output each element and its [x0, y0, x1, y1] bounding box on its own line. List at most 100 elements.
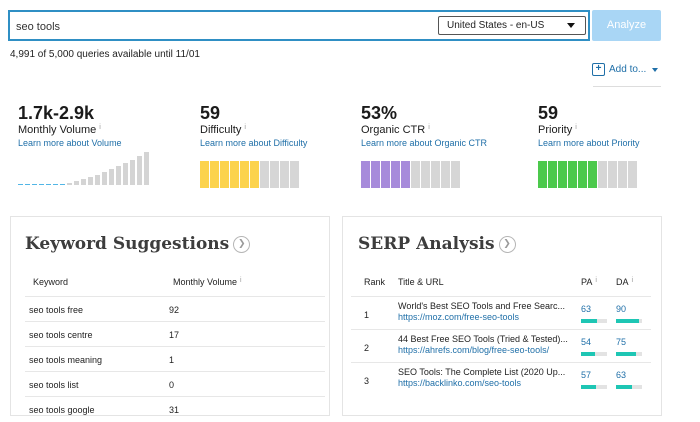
- serp-analysis-panel: SERP Analysis ❯ Rank Title & URL PA i DA i…: [342, 216, 662, 416]
- keyword-text: seo tools list: [29, 380, 79, 390]
- keyword-text: seo tools free: [29, 305, 84, 315]
- meter-segment: [250, 161, 259, 188]
- serp-pa-value: 57: [581, 370, 592, 380]
- ctr-value: 53%: [361, 103, 398, 123]
- sparkline-bar: [74, 181, 79, 185]
- serp-result-url[interactable]: https://backlinko.com/seo-tools: [398, 378, 522, 388]
- meter-segment: [598, 161, 607, 188]
- sparkline-bar: [25, 184, 30, 185]
- difficulty-value: 59: [200, 103, 221, 123]
- metric-ctr: 53% Organic CTR i Learn more about Organi…: [361, 103, 487, 148]
- metric-difficulty: 59 Difficulty i Learn more about Difficul…: [200, 103, 307, 148]
- sparkline-bar: [81, 179, 86, 185]
- info-icon[interactable]: i: [575, 124, 577, 131]
- search-input[interactable]: [16, 18, 416, 36]
- ctr-learn-link[interactable]: Learn more about Organic CTR: [361, 138, 488, 148]
- meter-segment: [421, 161, 430, 188]
- meter-segment: [568, 161, 577, 188]
- serp-analysis-title[interactable]: SERP Analysis ❯: [358, 234, 516, 254]
- serp-row: 1 World's Best SEO Tools and Free Searc..…: [351, 296, 651, 330]
- col-monthly-volume-text: Monthly Volume: [173, 277, 238, 287]
- meter-segment: [588, 161, 597, 188]
- sparkline-bar: [18, 184, 23, 185]
- info-icon[interactable]: i: [244, 124, 246, 131]
- da-bar: [616, 319, 642, 323]
- serp-da-value: 63: [616, 370, 627, 380]
- volume-learn-link[interactable]: Learn more about Volume: [18, 138, 122, 148]
- locale-select[interactable]: United States - en-US: [438, 16, 586, 35]
- metric-volume: 1.7k-2.9k Monthly Volume i Learn more abo…: [18, 103, 122, 148]
- keyword-text: seo tools centre: [29, 330, 93, 340]
- quota-text: 4,991 of 5,000 queries available until 1…: [10, 49, 200, 60]
- col-da-text: DA: [616, 277, 629, 287]
- pa-bar: [581, 319, 607, 323]
- pa-bar: [581, 352, 607, 356]
- sparkline-bar: [130, 160, 135, 185]
- keyword-suggestions-panel: Keyword Suggestions ❯ Keyword Monthly Vo…: [10, 216, 330, 416]
- meter-segment: [381, 161, 390, 188]
- keyword-row[interactable]: seo tools centre 17: [25, 321, 325, 347]
- add-to-button[interactable]: + Add to...: [592, 63, 659, 76]
- meter-segment: [578, 161, 587, 188]
- serp-rank: 1: [364, 310, 370, 320]
- caret-down-icon: [567, 23, 575, 28]
- meter-segment: [260, 161, 269, 188]
- info-icon[interactable]: i: [595, 277, 597, 284]
- sparkline-bar: [46, 184, 51, 185]
- info-icon[interactable]: i: [428, 124, 430, 131]
- serp-result-url[interactable]: https://moz.com/free-seo-tools: [398, 312, 520, 322]
- keyword-row[interactable]: seo tools free 92: [25, 296, 325, 322]
- info-icon[interactable]: i: [631, 277, 634, 284]
- meter-segment: [411, 161, 420, 188]
- meter-segment: [431, 161, 440, 188]
- difficulty-learn-link[interactable]: Learn more about Difficulty: [200, 138, 308, 148]
- serp-result-title[interactable]: World's Best SEO Tools and Free Searc...: [398, 301, 565, 311]
- serp-row: 2 44 Best Free SEO Tools (Tried & Tested)…: [351, 329, 651, 363]
- info-icon[interactable]: i: [240, 277, 242, 284]
- ctr-label: Organic CTR: [361, 124, 426, 136]
- sparkline-bar: [60, 184, 65, 185]
- meter-segment: [628, 161, 637, 188]
- sparkline-bar: [102, 172, 107, 185]
- col-da: DA i: [616, 277, 633, 287]
- col-keyword: Keyword: [33, 277, 69, 287]
- meter-segment: [200, 161, 209, 188]
- keyword-row[interactable]: seo tools list 0: [25, 371, 325, 397]
- keyword-row[interactable]: seo tools meaning 1: [25, 346, 325, 372]
- pa-bar-fill: [581, 352, 596, 356]
- sparkline-bar: [39, 184, 44, 185]
- priority-learn-link[interactable]: Learn more about Priority: [538, 138, 640, 148]
- circle-arrow-icon[interactable]: ❯: [233, 235, 251, 253]
- da-bar: [616, 352, 642, 356]
- meter-segment: [290, 161, 299, 188]
- plus-icon: +: [592, 63, 605, 76]
- meter-segment: [548, 161, 557, 188]
- serp-result-url[interactable]: https://ahrefs.com/blog/free-seo-tools/: [398, 345, 550, 355]
- keyword-volume: 0: [169, 380, 175, 390]
- meter-segment: [441, 161, 450, 188]
- sparkline-bar: [137, 156, 142, 185]
- keyword-volume: 17: [169, 330, 180, 340]
- volume-value: 1.7k-2.9k: [18, 103, 95, 123]
- meter-segment: [240, 161, 249, 188]
- meter-segment: [558, 161, 567, 188]
- info-icon[interactable]: i: [99, 124, 101, 131]
- circle-arrow-icon[interactable]: ❯: [498, 235, 516, 253]
- meter-segment: [391, 161, 400, 188]
- keyword-row[interactable]: seo tools google 31: [25, 396, 325, 422]
- divider: [593, 86, 661, 87]
- keyword-volume: 1: [169, 355, 175, 365]
- serp-result-title[interactable]: 44 Best Free SEO Tools (Tried & Tested).…: [398, 334, 568, 344]
- meter-segment: [618, 161, 627, 188]
- volume-sparkline-bars: [18, 152, 149, 185]
- keyword-text: seo tools google: [29, 405, 95, 415]
- volume-sparkline: [18, 152, 149, 185]
- serp-result-title[interactable]: SEO Tools: The Complete List (2020 Up...: [398, 367, 566, 377]
- sparkline-bar: [109, 169, 114, 185]
- meter-segment: [401, 161, 410, 188]
- meter-segment: [220, 161, 229, 188]
- sparkline-bar: [123, 163, 128, 185]
- meter-segment: [270, 161, 279, 188]
- keyword-suggestions-title[interactable]: Keyword Suggestions ❯: [25, 234, 251, 254]
- analyze-button[interactable]: Analyze: [592, 10, 661, 41]
